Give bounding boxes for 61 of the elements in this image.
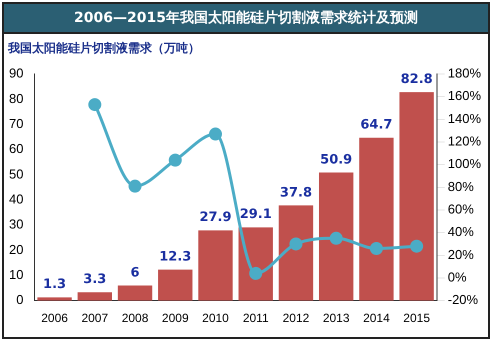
x-tick-label: 2015 <box>403 311 430 326</box>
bar <box>318 172 354 301</box>
y2-tick-label: 120% <box>448 134 482 149</box>
chart-title: 2006—2015年我国太阳能硅片切割液需求统计及预测 <box>4 4 488 34</box>
data-label: 37.8 <box>280 185 312 200</box>
point <box>128 180 142 193</box>
y2-tick-label: 0% <box>448 270 467 285</box>
chart-subtitle: 我国太阳能硅片切割液需求（万吨） <box>6 40 201 57</box>
x-tick-label: 2009 <box>162 311 189 326</box>
x-tick-label: 2012 <box>282 311 310 326</box>
y-tick-label: 70 <box>8 116 24 131</box>
x-tick-label: 2008 <box>122 311 149 326</box>
x-tick-label: 2011 <box>242 311 269 326</box>
bar <box>37 297 72 301</box>
x-tick-label: 2014 <box>363 311 390 326</box>
point <box>370 242 383 255</box>
x-tick-label: 2010 <box>202 311 230 326</box>
y2-tick-label: 40% <box>448 224 474 240</box>
data-label: 50.9 <box>320 152 352 168</box>
data-label: 3.3 <box>83 272 106 288</box>
y2-tick-label: -20% <box>448 292 479 308</box>
y2-tick-label: 60% <box>448 202 474 217</box>
y-tick-label: 50 <box>8 166 24 182</box>
point <box>88 98 102 112</box>
y-tick-label: 60 <box>8 141 24 156</box>
x-tick-label: 2013 <box>322 311 350 326</box>
y-tick-label: 30 <box>8 216 24 232</box>
y2-tick-label: 140% <box>448 110 482 126</box>
data-label: 12.3 <box>159 250 192 265</box>
bar <box>399 92 434 301</box>
bar <box>158 270 192 301</box>
bar <box>78 292 112 301</box>
x-tick-label: 2007 <box>81 311 108 326</box>
y-tick-label: 0 <box>16 292 24 308</box>
point <box>249 266 262 280</box>
x-tick-label: 2006 <box>41 311 68 326</box>
y-tick-label: 90 <box>8 66 24 81</box>
point <box>330 232 343 245</box>
y-tick-label: 20 <box>8 242 24 257</box>
y2-tick-label: 80% <box>448 178 474 194</box>
y2-tick-label: 160% <box>448 88 482 104</box>
y-tick-label: 80 <box>8 90 24 106</box>
data-label: 27.9 <box>199 210 232 226</box>
y-tick-label: 40 <box>8 191 24 206</box>
y2-tick-label: 20% <box>448 246 474 262</box>
point <box>208 128 222 141</box>
y2-tick-label: 100% <box>448 156 482 172</box>
bar <box>359 138 394 301</box>
data-label: 82.8 <box>400 72 433 88</box>
bar <box>118 285 152 301</box>
y-tick-label: 10 <box>8 267 24 282</box>
point <box>168 154 182 167</box>
point <box>410 240 424 253</box>
point <box>289 237 302 250</box>
data-label: 64.7 <box>360 118 392 133</box>
data-label: 29.1 <box>240 207 272 222</box>
bar <box>278 205 314 301</box>
data-label: 1.3 <box>43 277 66 292</box>
bar <box>198 230 233 301</box>
data-label: 6 <box>130 265 140 280</box>
y2-tick-label: 180% <box>448 66 482 81</box>
